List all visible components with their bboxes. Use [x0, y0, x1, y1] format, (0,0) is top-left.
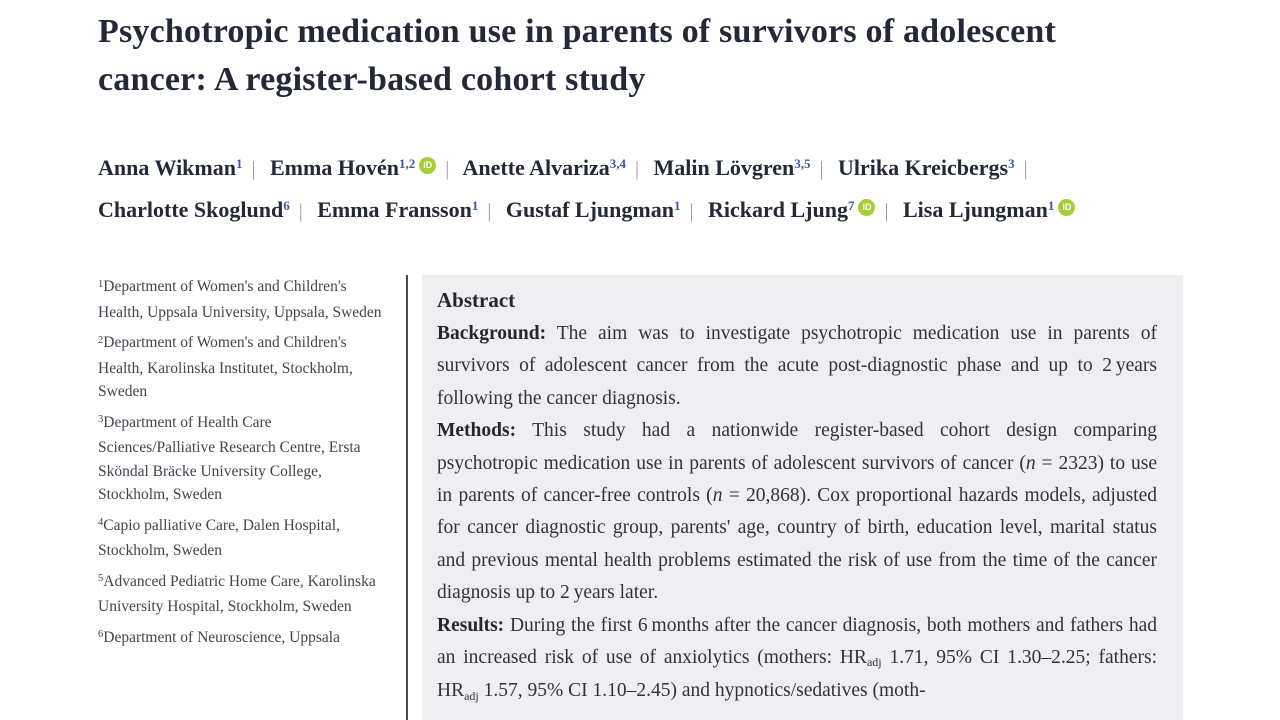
affiliation-superscript: 5 [98, 573, 104, 585]
author-name: Emma Hovén [270, 155, 399, 180]
abstract-section-background: Background: The aim was to investigate p… [437, 318, 1157, 415]
author: Rickard Ljung7 iD [707, 197, 876, 222]
affiliation-superscript: 1 [98, 278, 104, 290]
author-superscript: 1 [673, 197, 681, 213]
section-text-segment-italic-n: n [1025, 452, 1036, 474]
author-separator: | [487, 200, 492, 222]
affiliations-sidebar: 1Department of Women's and Children's He… [98, 275, 406, 720]
abstract-section-methods: Methods: This study had a nationwide reg… [437, 415, 1157, 609]
author-name: Ulrika Kreicbergs [838, 155, 1009, 180]
section-text-segment-subscript: adj [464, 688, 479, 703]
orcid-icon: iD [419, 157, 437, 174]
author-separator: | [445, 158, 450, 180]
author-superscript: 1,2 [398, 155, 416, 171]
author-superscript: 1 [1047, 197, 1055, 213]
author-superscript: 1 [235, 155, 243, 171]
section-text-segment: 1.71, 95% CI 1.30–2.25; fathers: HR [437, 647, 1157, 702]
affiliation-item: 5Advanced Pediatric Home Care, Karolinsk… [98, 570, 390, 619]
author-separator: | [884, 200, 889, 222]
section-text-segment-italic-n: n [712, 485, 723, 507]
author: Emma Hovén1,2 iD [270, 155, 437, 180]
section-text-segment-subscript: adj [866, 655, 882, 670]
author-list: Anna Wikman1 | Emma Hovén1,2 iD | Anette Al… [98, 148, 1098, 232]
author: Malin Lövgren3,5 [654, 155, 811, 180]
author: Gustaf Ljungman1 [506, 197, 681, 222]
author: Lisa Ljungman1 iD [902, 197, 1076, 222]
affiliation-text: Department of Women's and Children's Hea… [98, 334, 353, 400]
affiliation-text: Advanced Pediatric Home Care, Karolinska… [98, 572, 376, 616]
author-superscript: 6 [283, 197, 290, 213]
author: Ulrika Kreicbergs3 [838, 155, 1015, 180]
abstract-box: Abstract Background: The aim was to inve… [422, 275, 1183, 720]
orcid-icon: iD [1058, 199, 1076, 216]
abstract-heading: Abstract [437, 288, 516, 312]
affiliation-text: Department of Neuroscience, Uppsala [103, 628, 340, 646]
author-name: Anna Wikman [98, 155, 236, 180]
affiliation-item: 6Department of Neuroscience, Uppsala [98, 626, 390, 652]
affiliation-superscript: 4 [98, 517, 104, 529]
affiliation-text: Capio palliative Care, Dalen Hospital, S… [98, 516, 340, 560]
affiliation-superscript: 6 [98, 629, 104, 641]
affiliation-superscript: 3 [98, 414, 104, 426]
affiliation-item: 3Department of Health Care Sciences/Pall… [98, 411, 390, 507]
section-text-segment: This study had a nationwide register-bas… [437, 420, 1157, 474]
author-superscript: 3 [1008, 155, 1015, 171]
author-name: Emma Fransson [317, 197, 472, 222]
author-name: Gustaf Ljungman [505, 197, 674, 222]
section-text-segment: The aim was to investigate psychotropic … [437, 323, 1157, 409]
author: Emma Fransson1 [317, 197, 478, 222]
author: Anna Wikman1 [98, 155, 242, 180]
affiliation-item: 4Capio palliative Care, Dalen Hospital, … [98, 514, 390, 563]
author-separator: | [251, 158, 256, 180]
author-separator: | [819, 158, 824, 180]
affiliation-text: Department of Women's and Children's Hea… [98, 278, 382, 321]
content-columns: 1Department of Women's and Children's He… [98, 275, 1183, 720]
affiliation-text: Department of Health Care Sciences/Palli… [98, 413, 361, 504]
author-name: Rickard Ljung [707, 197, 848, 222]
affiliation-superscript: 2 [98, 334, 104, 346]
section-label: Results: [437, 614, 505, 636]
affiliation-item: 2Department of Women's and Children's He… [98, 331, 390, 404]
abstract-section-results: Results: During the first 6 months after… [437, 610, 1157, 709]
author-superscript: 1 [471, 197, 479, 213]
author-separator: | [689, 200, 694, 222]
section-text-segment: During the first 6 months after the canc… [437, 614, 1157, 669]
section-text-segment: = 2323) to use in parents of cancer-free… [437, 452, 1158, 507]
section-label: Methods: [437, 420, 517, 442]
author: Charlotte Skoglund6 [98, 197, 290, 222]
author-separator: | [298, 200, 303, 222]
author: Anette Alvariza3,4 [463, 155, 626, 180]
affiliation-item: 1Department of Women's and Children's He… [98, 275, 390, 324]
author-name: Anette Alvariza [462, 155, 610, 180]
author-name: Charlotte Skoglund [98, 197, 284, 222]
section-text-segment: = 20,868). Cox proportional hazards mode… [437, 485, 1157, 604]
author-superscript: 3,4 [609, 155, 626, 171]
author-name: Lisa Ljungman [902, 197, 1048, 222]
section-text-segment: 1.57, 95% CI 1.10–2.45) and hypnotics/se… [478, 680, 926, 702]
page-title: Psychotropic medication use in parents o… [98, 13, 1057, 98]
author-separator: | [1023, 158, 1028, 180]
author-superscript: 7 [847, 197, 855, 213]
column-divider [406, 275, 408, 720]
author-superscript: 3,5 [794, 155, 811, 171]
author-separator: | [635, 158, 640, 180]
orcid-icon: iD [858, 199, 876, 216]
section-label: Background: [437, 323, 547, 344]
author-name: Malin Lövgren [653, 155, 795, 180]
